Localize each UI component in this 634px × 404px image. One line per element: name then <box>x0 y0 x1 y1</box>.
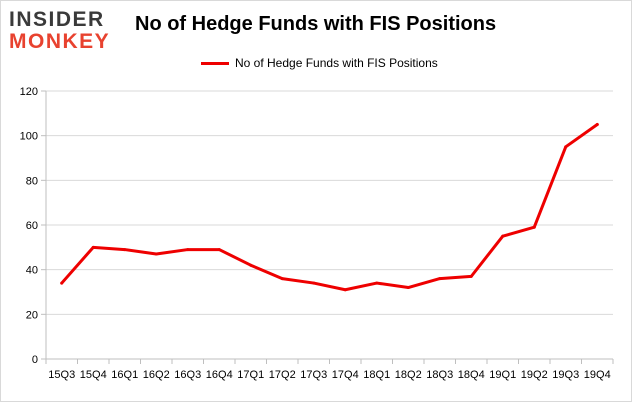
x-tick-label: 17Q1 <box>237 369 264 381</box>
x-tick-label: 16Q2 <box>143 369 170 381</box>
data-point <box>186 248 190 252</box>
x-tick-label: 19Q4 <box>584 369 611 381</box>
y-tick-label: 120 <box>20 86 38 98</box>
data-point <box>438 277 442 281</box>
insider-monkey-logo: INSIDER MONKEY <box>9 7 117 53</box>
x-tick-label: 18Q2 <box>395 369 422 381</box>
data-point <box>375 281 379 285</box>
chart-title: No of Hedge Funds with FIS Positions <box>135 13 497 35</box>
series-line <box>60 123 599 292</box>
data-point <box>154 252 158 256</box>
y-tick-label: 40 <box>26 265 38 277</box>
data-point <box>249 263 253 267</box>
chart-legend: No of Hedge Funds with FIS Positions <box>201 55 438 71</box>
y-tick-label: 20 <box>26 309 38 321</box>
x-tick-label: 16Q4 <box>206 369 233 381</box>
data-point <box>123 248 127 252</box>
data-point <box>595 123 599 126</box>
legend-swatch <box>201 61 229 65</box>
data-point <box>91 245 95 249</box>
data-point <box>280 277 284 281</box>
x-tick-label: 17Q2 <box>269 369 296 381</box>
legend-label: No of Hedge Funds with FIS Positions <box>235 56 438 70</box>
logo-line-1: INSIDER <box>9 8 105 31</box>
logo-line-2: MONKEY <box>9 30 111 53</box>
data-point <box>532 225 536 229</box>
data-point <box>217 248 221 252</box>
data-point <box>406 286 410 290</box>
x-tick-label: 19Q3 <box>552 369 579 381</box>
x-tick-label: 18Q3 <box>426 369 453 381</box>
x-tick-label: 16Q3 <box>174 369 201 381</box>
x-tick-label: 17Q4 <box>332 369 359 381</box>
x-tick-label: 19Q2 <box>521 369 548 381</box>
x-tick-label: 15Q4 <box>80 369 107 381</box>
x-tick-label: 19Q1 <box>489 369 516 381</box>
data-point <box>343 288 347 292</box>
x-tick-label: 17Q3 <box>300 369 327 381</box>
data-point <box>312 281 316 285</box>
data-point <box>60 281 64 285</box>
x-tick-label: 15Q3 <box>48 369 75 381</box>
y-tick-label: 100 <box>20 131 38 143</box>
data-point <box>564 145 568 149</box>
data-point <box>469 274 473 278</box>
y-tick-label: 0 <box>32 354 38 366</box>
x-tick-label: 18Q4 <box>458 369 485 381</box>
y-tick-label: 80 <box>26 175 38 187</box>
y-tick-label: 60 <box>26 220 38 232</box>
x-tick-label: 16Q1 <box>111 369 138 381</box>
x-tick-label: 18Q1 <box>363 369 390 381</box>
data-point <box>501 234 505 238</box>
